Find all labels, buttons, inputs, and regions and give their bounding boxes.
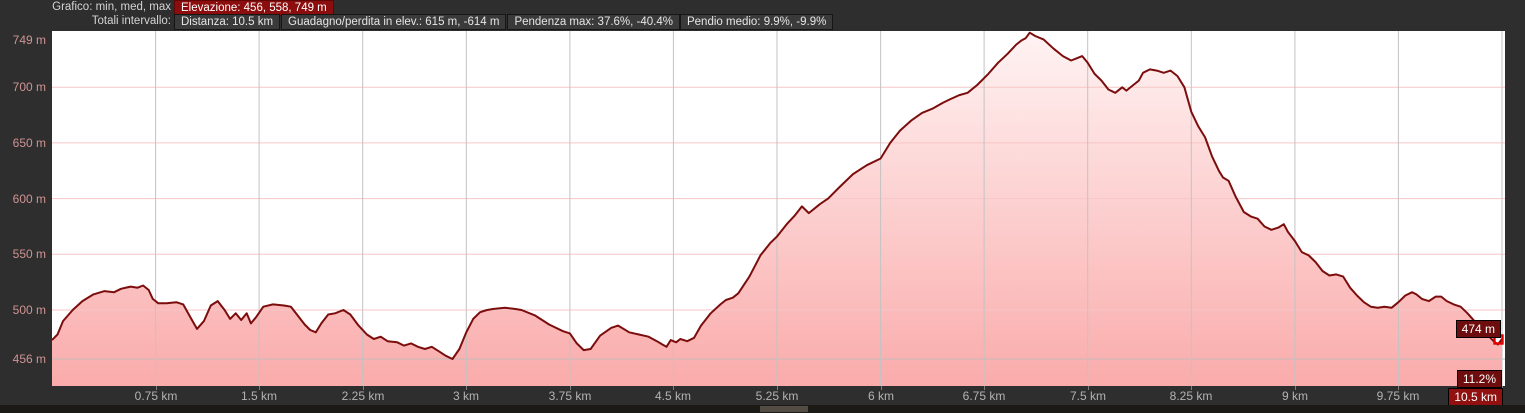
x-axis-tick [259,386,260,390]
scrollbar-thumb[interactable] [760,406,808,412]
y-axis-label: 600 m [12,192,46,206]
elevation-line [52,31,1503,360]
y-axis-label: 700 m [12,80,46,94]
end-grade-badge: 11.2% [1456,370,1502,388]
x-axis-label: 2.25 km [341,389,385,403]
y-axis-label: 500 m [12,303,46,317]
y-axis-label: 650 m [12,136,46,150]
x-axis-tick [363,386,364,390]
x-axis-label: 7.5 km [1069,389,1107,403]
end-elevation-badge: 474 m [1455,320,1501,338]
x-axis-label: 0.75 km [134,389,178,403]
x-axis-label: 4.5 km [654,389,692,403]
graph-row-label: Grafico: min, med, max [52,1,171,13]
distance-stat: Distanza: 10.5 km [174,14,281,30]
x-axis-tick [466,386,467,390]
avg-grade-stat: Pendio medio: 9.9%, -9.9% [679,14,834,30]
header-row-totals: Totali intervallo: Distanza: 10.5 km Gua… [0,14,834,30]
x-axis-label: 6 km [867,389,895,403]
x-axis-tick [673,386,674,390]
x-axis-tick [1295,386,1296,390]
y-axis-label: 550 m [12,247,46,261]
totals-row-label: Totali intervallo: [91,15,171,27]
x-axis-tick [570,386,571,390]
x-axis-label: 3 km [452,389,480,403]
horizontal-scrollbar[interactable] [0,405,1525,413]
x-axis-tick [1398,386,1399,390]
x-axis-tick [984,386,985,390]
y-axis-label: 749 m [12,33,46,47]
x-axis-tick [156,386,157,390]
x-axis-tick [777,386,778,390]
x-axis-tick [1191,386,1192,390]
elevation-gain-loss-stat: Guadagno/perdita in elev.: 615 m, -614 m [281,14,507,30]
x-axis-label: 8.25 km [1169,389,1213,403]
x-axis-label: 9 km [1281,389,1309,403]
elevation-area-fill [52,32,1502,386]
x-axis-label: 5.25 km [755,389,799,403]
x-axis-tick [881,386,882,390]
y-axis-label: 456 m [12,352,46,366]
end-distance-badge: 10.5 km [1448,388,1503,406]
x-axis-tick [1088,386,1089,390]
header-row-graph: Grafico: min, med, max Elevazione: 456, … [0,0,334,16]
max-grade-stat: Pendenza max: 37.6%, -40.4% [507,14,680,30]
elevation-profile-chart[interactable] [52,31,1505,386]
x-axis-label: 1.5 km [240,389,278,403]
x-axis-label: 9.75 km [1376,389,1420,403]
x-axis-label: 6.75 km [962,389,1006,403]
x-axis-label: 3.75 km [548,389,592,403]
